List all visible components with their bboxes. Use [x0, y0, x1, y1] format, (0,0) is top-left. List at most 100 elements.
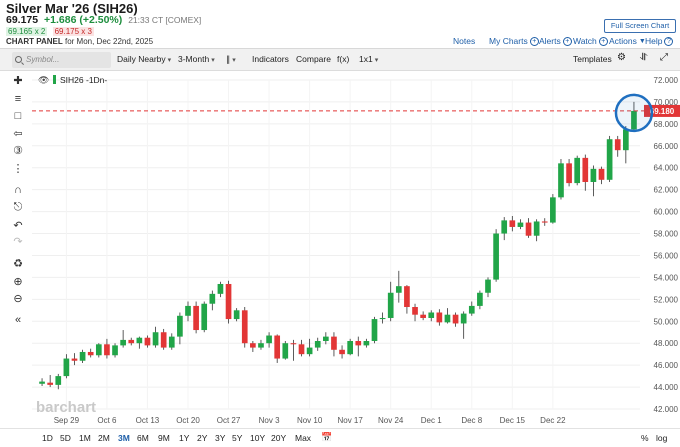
watch-link[interactable]: Watch + — [573, 35, 608, 47]
pattern-icon[interactable]: ⋮ — [12, 163, 24, 175]
chevron-down-icon: ▾ — [211, 57, 215, 64]
period-dropdown[interactable]: 3-Month ▾ — [178, 54, 215, 64]
timeframe-1d[interactable]: 1D — [42, 433, 53, 443]
magnet-icon[interactable]: ∩ — [14, 184, 22, 196]
candle-body — [485, 279, 491, 293]
compare-button[interactable]: Compare — [296, 54, 331, 64]
arrow-left-icon[interactable]: ⇦ — [13, 128, 23, 140]
candle-body — [452, 314, 459, 324]
x-axis: Sep 29 Oct 6 Oct 13 Oct 20 Oct 27 Nov 3 Nov 10… — [54, 416, 566, 425]
candle-body — [460, 313, 467, 324]
full-screen-chart-button[interactable]: Full Screen Chart — [604, 19, 676, 33]
candle-body — [517, 222, 524, 227]
chart-panel-date: for Mon, Dec 22nd, 2025 — [64, 37, 154, 46]
candle-body — [128, 339, 135, 344]
eye-icon[interactable]: 👁 — [38, 76, 49, 86]
candle-body — [258, 343, 264, 348]
lock-icon[interactable]: ⎋ — [13, 201, 23, 213]
timeframe-5d[interactable]: 5D — [60, 433, 71, 443]
fx-button[interactable]: f(x) — [337, 54, 350, 64]
candle-body — [314, 341, 321, 348]
candles — [39, 101, 637, 390]
candle-body — [144, 337, 151, 346]
symbol-placeholder: Symbol... — [26, 55, 60, 64]
alerts-label: Alerts — [539, 36, 561, 46]
candle-body — [363, 341, 370, 346]
barchart-watermark: barchart — [36, 399, 96, 416]
trash-icon[interactable]: ♻ — [13, 258, 23, 270]
collapse-icon[interactable]: « — [14, 314, 22, 326]
x-tick-label: Oct 6 — [97, 416, 117, 425]
help-link[interactable]: Help? — [645, 35, 674, 47]
log-toggle[interactable]: log — [656, 433, 668, 443]
gear-icon[interactable]: ⚙ — [617, 52, 626, 63]
templates-button[interactable]: Templates — [573, 54, 612, 64]
expand-icon[interactable]: ⤢ — [660, 52, 668, 63]
candle-body — [444, 314, 451, 323]
zoom-in-icon[interactable]: ⊕ — [13, 276, 23, 288]
trendline-icon[interactable]: ≡ — [14, 93, 22, 105]
timeframe-3m[interactable]: 3M — [118, 433, 130, 443]
candle-body — [193, 305, 199, 331]
timeframe-5y[interactable]: 5Y — [232, 433, 243, 443]
y-tick-label: 42.000 — [654, 405, 679, 414]
candle-body — [241, 310, 248, 344]
legend-color-swatch — [53, 75, 56, 84]
pin-icon[interactable]: ⥯ — [640, 52, 648, 63]
interval-dropdown[interactable]: Daily Nearby ▾ — [117, 54, 171, 64]
actions-menu[interactable]: Actions ▼ — [609, 35, 646, 47]
indicators-button[interactable]: Indicators — [252, 54, 289, 64]
my-charts-link[interactable]: My Charts + — [489, 35, 539, 47]
candle-body — [233, 310, 240, 320]
calendar-icon[interactable]: 📅 — [321, 432, 333, 442]
timeframe-6m[interactable]: 6M — [137, 433, 149, 443]
percent-toggle[interactable]: % — [641, 433, 649, 443]
layout-label: 1x1 — [359, 54, 373, 64]
candle-body — [282, 343, 289, 359]
timeframe-10y[interactable]: 10Y — [250, 433, 266, 443]
x-tick-label: Nov 17 — [337, 416, 363, 425]
x-tick-label: Oct 20 — [176, 416, 200, 425]
zoom-out-icon[interactable]: ⊖ — [13, 293, 23, 305]
x-tick-label: Dec 1 — [421, 416, 442, 425]
plus-icon: + — [529, 36, 539, 46]
price-chart[interactable]: barchart 👁 SIH26 -1Dn- 69.180 72.000 70.0… — [32, 72, 680, 428]
candle-body — [558, 163, 564, 198]
alerts-link[interactable]: Alerts + — [539, 35, 572, 47]
redo-icon[interactable]: ↷ — [13, 236, 23, 248]
timeframe-2y[interactable]: 2Y — [197, 433, 208, 443]
rectangle-icon[interactable]: □ — [14, 110, 22, 122]
layout-dropdown[interactable]: 1x1 ▾ — [359, 54, 378, 64]
candle-body — [371, 319, 378, 342]
timeframe-1m[interactable]: 1M — [79, 433, 91, 443]
timeframe-20y[interactable]: 20Y — [271, 433, 287, 443]
y-tick-label: 70.000 — [654, 98, 679, 107]
x-tick-label: Dec 22 — [540, 416, 566, 425]
candle-body — [104, 344, 110, 356]
candle-body — [347, 341, 353, 355]
candle-body — [87, 351, 94, 356]
timeframe-3y[interactable]: 3Y — [215, 433, 226, 443]
timeframe-9m[interactable]: 9M — [158, 433, 170, 443]
timeframe-2m[interactable]: 2M — [98, 433, 110, 443]
candle-body — [525, 222, 532, 236]
timeframe-max[interactable]: Max — [295, 433, 312, 443]
candle-body — [290, 343, 297, 345]
candle-body — [468, 305, 475, 314]
y-tick-label: 60.000 — [654, 208, 679, 217]
bid-badge: 69.165 x 2 — [6, 27, 48, 36]
counter-icon[interactable]: ③ — [13, 145, 23, 157]
period-label: 3-Month — [178, 54, 210, 64]
chevron-down-icon: ▾ — [167, 57, 172, 64]
bar-type-dropdown[interactable]: ∥ ▾ — [226, 54, 236, 65]
crosshair-icon[interactable]: ✚ — [13, 75, 23, 87]
undo-icon[interactable]: ↶ — [13, 220, 23, 232]
notes-link[interactable]: Notes — [453, 35, 475, 47]
timeframe-1y[interactable]: 1Y — [179, 433, 190, 443]
plus-icon: + — [598, 36, 608, 46]
y-tick-label: 72.000 — [654, 76, 679, 85]
chart-overlay: 69.180 — [32, 93, 680, 133]
candle-body — [274, 335, 281, 359]
quote-line: 69.175 +1.686 (+2.50%) 21:33 CT [COMEX] — [6, 14, 201, 26]
symbol-search-input[interactable]: Symbol... — [12, 52, 111, 68]
